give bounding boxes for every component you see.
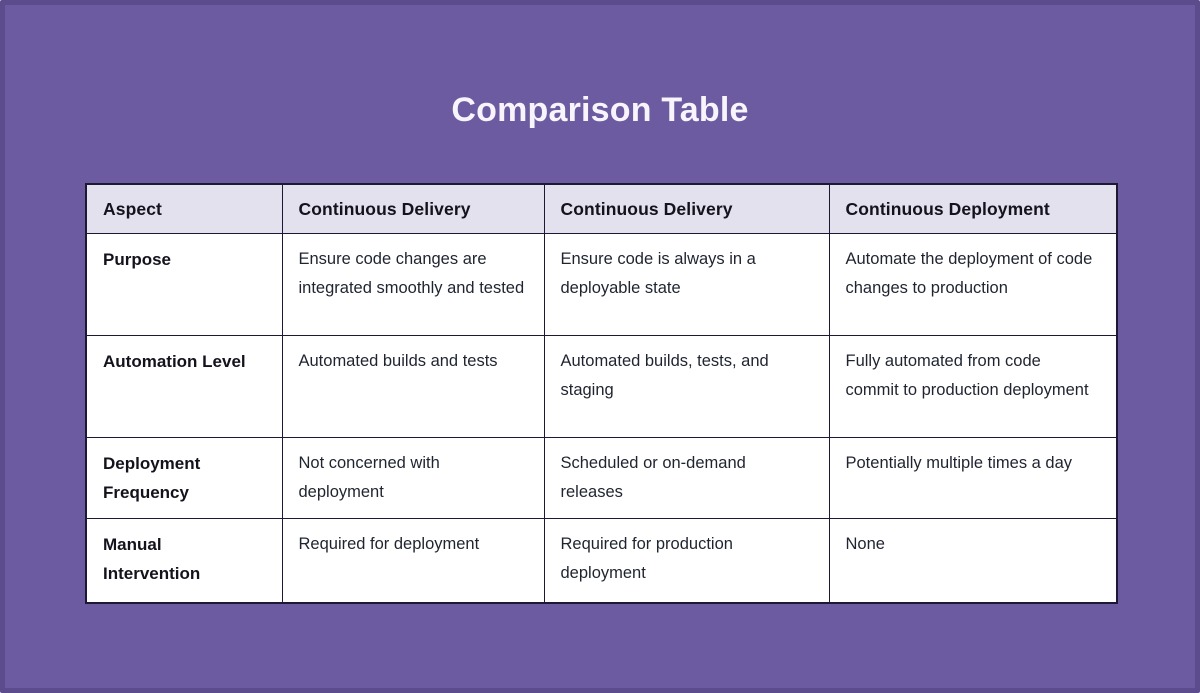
comparison-table: Aspect Continuous Delivery Continuous Deli… — [85, 183, 1118, 604]
column-header: Continuous Delivery — [543, 183, 830, 234]
column-header: Continuous Deployment — [828, 183, 1118, 234]
column-header: Continuous Delivery — [281, 183, 545, 234]
table-cell: Required for deployment — [281, 518, 545, 604]
table-cell: Ensure code changes are integrated smoot… — [281, 233, 545, 336]
table-row: Automation Level Automated builds and tes… — [85, 335, 1118, 438]
page-title: Comparison Table — [451, 91, 749, 129]
table-row: Deployment Frequency Not concerned with d… — [85, 437, 1118, 519]
table-row: Purpose Ensure code changes are integrate… — [85, 233, 1118, 336]
table-cell: Potentially multiple times a day — [828, 437, 1118, 519]
table-cell: Required for production deployment — [543, 518, 830, 604]
table-cell: Ensure code is always in a deployable st… — [543, 233, 830, 336]
row-aspect-label: Deployment Frequency — [85, 437, 283, 519]
table-cell: Automated builds, tests, and staging — [543, 335, 830, 438]
row-aspect-label: Purpose — [85, 233, 283, 336]
table-cell: Scheduled or on-demand releases — [543, 437, 830, 519]
table-header-row: Aspect Continuous Delivery Continuous Deli… — [85, 183, 1118, 234]
row-aspect-label: Manual Intervention — [85, 518, 283, 604]
table-cell: Automate the deployment of code changes … — [828, 233, 1118, 336]
row-aspect-label: Automation Level — [85, 335, 283, 438]
column-header: Aspect — [85, 183, 283, 234]
table-cell: Not concerned with deployment — [281, 437, 545, 519]
table-cell: Fully automated from code commit to prod… — [828, 335, 1118, 438]
table-row: Manual Intervention Required for deployme… — [85, 518, 1118, 604]
table-cell: Automated builds and tests — [281, 335, 545, 438]
table-cell: None — [828, 518, 1118, 604]
